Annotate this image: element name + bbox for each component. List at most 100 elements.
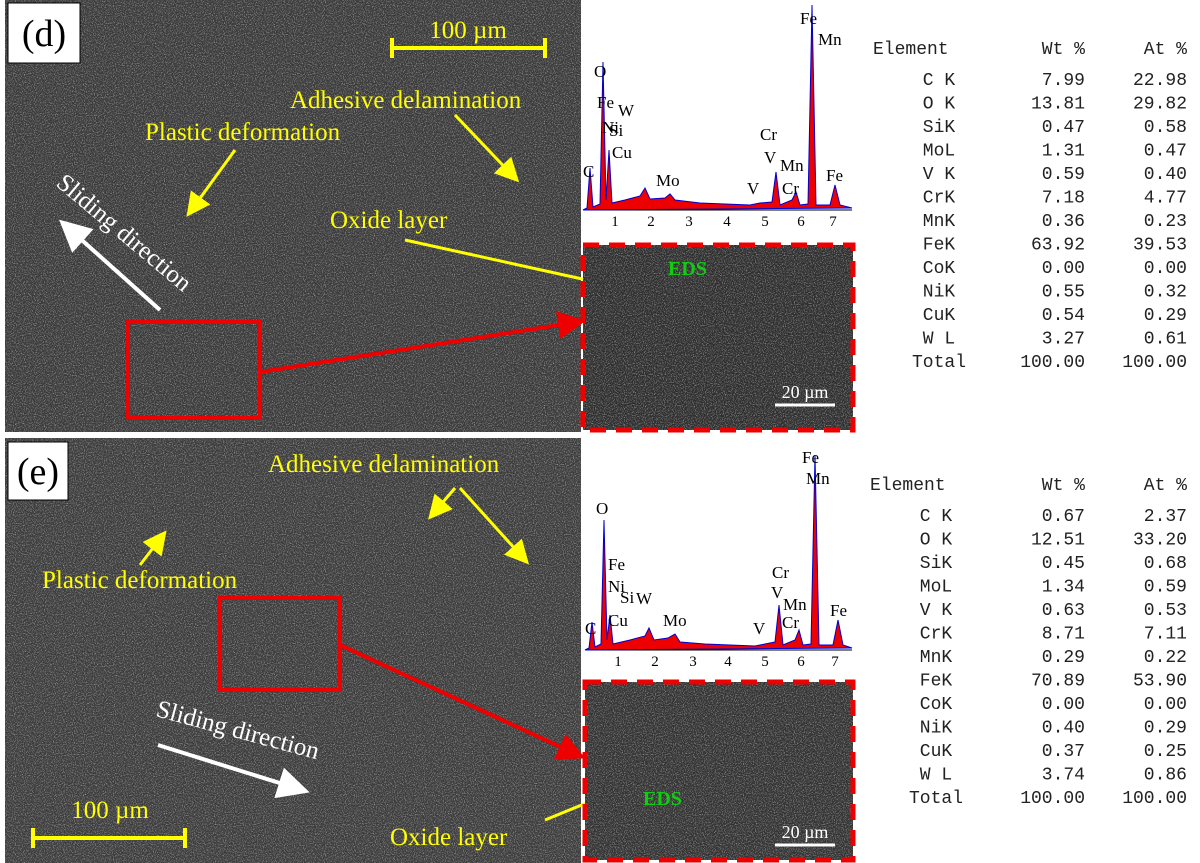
eds-label: EDS (668, 258, 707, 280)
peak-label: Mn (806, 469, 830, 488)
panel-label: (d) (22, 13, 66, 55)
table-cell: 39.53 (1133, 236, 1187, 256)
peak-label: Mn (780, 156, 804, 175)
table-cell: 0.22 (1144, 648, 1187, 668)
table-cell: 7.99 (1042, 71, 1085, 91)
peak-label: Cr (782, 179, 799, 198)
annotation: Oxide layer (390, 824, 508, 851)
x-tick-label: 1 (611, 214, 619, 230)
peak-label: Mo (656, 171, 680, 190)
annotation: Adhesive delamination (268, 451, 500, 478)
peak-label: Fe (608, 555, 625, 574)
table-cell: 0.32 (1144, 283, 1187, 303)
table-cell: 29.82 (1133, 95, 1187, 115)
table-cell: CuK (923, 306, 956, 326)
scale-label: 100 µm (429, 17, 507, 44)
table-cell: 0.47 (1042, 118, 1085, 138)
inset-texture (583, 245, 853, 430)
inset-scale-label: 20 µm (782, 382, 829, 402)
table-cell: 0.55 (1042, 283, 1085, 303)
table-cell: CuK (920, 742, 953, 762)
table-cell: 0.40 (1144, 165, 1187, 185)
peak-label: W (636, 589, 653, 608)
table-cell: Total (909, 789, 963, 809)
annotation: Plastic deformation (145, 119, 341, 146)
table-cell: FeK (923, 236, 956, 256)
table-cell: 0.29 (1042, 648, 1085, 668)
peak-label: Cr (760, 125, 777, 144)
table-cell: 1.31 (1042, 142, 1085, 162)
table-cell: Total (912, 353, 966, 373)
table-cell: 7.18 (1042, 189, 1085, 209)
table-cell: NiK (923, 283, 956, 303)
table-cell: 2.37 (1144, 507, 1187, 527)
peak-label: Mo (663, 611, 687, 630)
table-cell: NiK (920, 719, 953, 739)
table-cell: 3.27 (1042, 330, 1085, 350)
table-cell: W L (923, 330, 955, 350)
annotation: Oxide layer (330, 207, 448, 234)
table-cell: 0.23 (1144, 212, 1187, 232)
x-tick-label: 6 (797, 214, 805, 230)
peak-label: Fe (802, 448, 819, 467)
peak-label: Cr (772, 563, 789, 582)
table-cell: W L (920, 766, 952, 786)
table-cell: 53.90 (1133, 672, 1187, 692)
table-cell: O K (920, 531, 953, 551)
table-cell: 0.00 (1144, 695, 1187, 715)
table-cell: MoL (920, 578, 952, 598)
figure: (d) 100 µm Adhesive delamination Plastic… (0, 0, 1200, 863)
table-cell: 0.67 (1042, 507, 1085, 527)
table-cell: 0.86 (1144, 766, 1187, 786)
table-cell: 63.92 (1031, 236, 1085, 256)
x-tick-label: 2 (647, 214, 655, 230)
peak-label: Fe (826, 166, 843, 185)
panel-label: (e) (17, 451, 59, 493)
x-tick-label: 7 (829, 214, 837, 230)
peak-label: Cr (782, 613, 799, 632)
x-tick-label: 4 (723, 214, 731, 230)
table-cell: 22.98 (1133, 71, 1187, 91)
scale-label: 100 µm (71, 797, 149, 824)
peak-label: O (594, 62, 606, 81)
x-tick-label: 5 (761, 214, 769, 230)
table-cell: 33.20 (1133, 531, 1187, 551)
table-cell: 1.34 (1042, 578, 1085, 598)
table-header: Wt % (1042, 40, 1085, 60)
table-cell: 0.45 (1042, 554, 1085, 574)
table-cell: 0.37 (1042, 742, 1085, 762)
table-cell: FeK (920, 672, 953, 692)
table-cell: 100.00 (1122, 353, 1187, 373)
table-cell: 0.53 (1144, 601, 1187, 621)
table-cell: 0.63 (1042, 601, 1085, 621)
table-cell: 0.29 (1144, 719, 1187, 739)
x-tick-label: 1 (614, 654, 622, 670)
table-cell: 0.47 (1144, 142, 1187, 162)
table-cell: 13.81 (1031, 95, 1085, 115)
panel-e: (e) 100 µm Adhesive delamination Plastic… (5, 438, 855, 863)
peak-label: Mn (818, 30, 842, 49)
table-cell: 0.59 (1042, 165, 1085, 185)
table-cell: MnK (920, 648, 953, 668)
table-cell: 0.61 (1144, 330, 1187, 350)
table-cell: C K (923, 71, 956, 91)
table-header: Element (870, 476, 946, 496)
table-cell: 3.74 (1042, 766, 1085, 786)
table-cell: CrK (923, 189, 956, 209)
peak-label: Cu (608, 611, 628, 630)
peak-label: Si (609, 121, 623, 140)
table-cell: 0.25 (1144, 742, 1187, 762)
table-cell: 0.68 (1144, 554, 1187, 574)
table-cell: 7.11 (1144, 625, 1187, 645)
table-cell: 100.00 (1020, 789, 1085, 809)
table-cell: CoK (923, 259, 956, 279)
peak-label: Fe (597, 93, 614, 112)
table-cell: SiK (920, 554, 953, 574)
peak-label: O (596, 499, 608, 518)
peak-label: Mn (783, 595, 807, 614)
peak-label: C (585, 619, 596, 638)
table-cell: 0.54 (1042, 306, 1085, 326)
peak-label: Fe (800, 9, 817, 28)
peak-label: V (753, 619, 766, 638)
table-cell: 100.00 (1122, 789, 1187, 809)
